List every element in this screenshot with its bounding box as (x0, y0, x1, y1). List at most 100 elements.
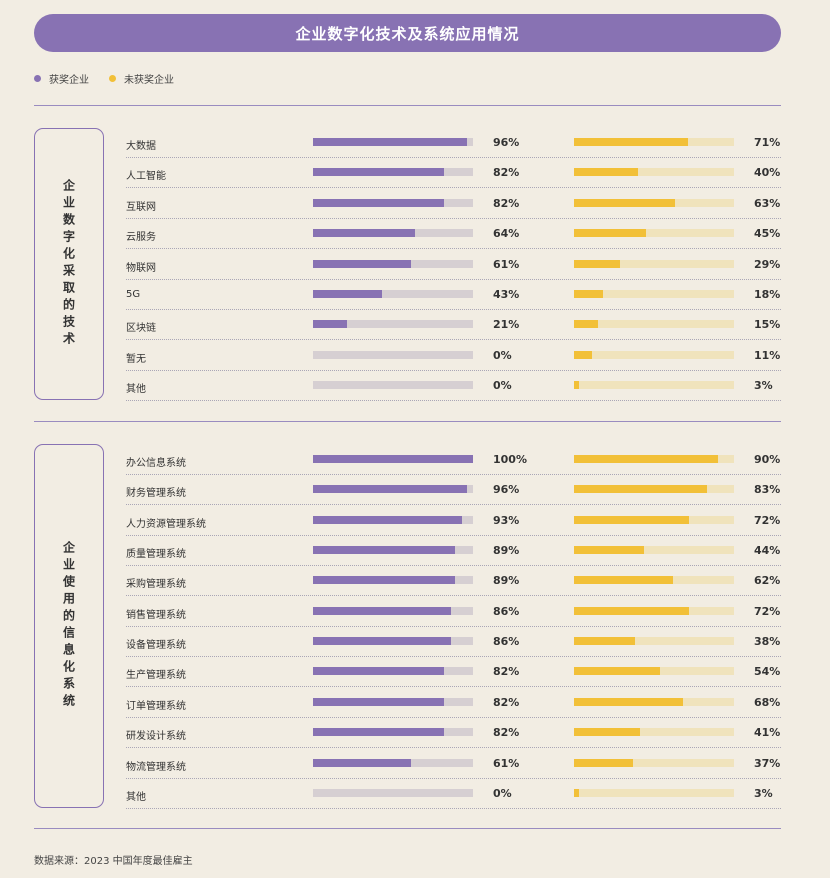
bar-row: 互联网 82% 63% (126, 189, 781, 219)
bar-track-non-award (574, 606, 734, 615)
row-separator (126, 369, 781, 371)
bar-track-non-award (574, 290, 734, 298)
bar-track-award (313, 788, 473, 797)
bar-row: 区块链 21% 15% (126, 310, 781, 341)
bar-non-award (574, 168, 638, 177)
category-label: 财务管理系统 (126, 488, 186, 500)
value-label-award: 82% (493, 196, 520, 210)
category-label: 云服务 (126, 232, 156, 244)
category-label: 销售管理系统 (126, 609, 186, 621)
value-label-non-award: 90% (754, 453, 781, 466)
bar-non-award (574, 485, 707, 494)
category-label: 人力资源管理系统 (126, 518, 206, 530)
legend-swatch-non-award (109, 74, 116, 82)
row-separator (126, 474, 781, 475)
bar-track-non-award (574, 138, 734, 146)
bar-non-award (574, 637, 635, 646)
bar-track-non-award (574, 788, 734, 797)
value-label-non-award: 11% (754, 348, 781, 362)
category-label: 设备管理系统 (126, 640, 186, 652)
section-box-systems: 企业使用的信息化系统 (34, 444, 104, 808)
bar-track-award (313, 455, 473, 463)
bar-award (313, 198, 445, 207)
row-separator (126, 534, 781, 536)
value-label-award: 21% (493, 318, 520, 332)
bar-track-award (313, 697, 473, 706)
value-label-award: 93% (493, 513, 520, 527)
value-label-non-award: 83% (754, 483, 781, 497)
bar-row: 销售管理系统 86% 72% (126, 597, 781, 627)
divider-middle (34, 421, 781, 422)
legend-label-non-award: 未获奖企业 (124, 74, 174, 86)
section-box-technology: 企业数字化采取的技术 (34, 128, 104, 400)
value-label-award: 82% (493, 166, 520, 180)
row-separator (126, 777, 781, 779)
value-label-non-award: 72% (754, 604, 781, 618)
bar-track-award (313, 667, 473, 676)
divider-bottom (34, 828, 781, 829)
bar-award (313, 546, 456, 555)
value-label-award: 86% (493, 635, 520, 649)
bar-track-non-award (574, 168, 734, 177)
legend: 获奖企业 未获奖企业 (34, 70, 194, 86)
value-label-non-award: 3% (754, 379, 773, 393)
value-label-non-award: 41% (754, 726, 781, 740)
category-label: 暂无 (126, 353, 146, 365)
bar-row: 其他 0% 3% (126, 779, 781, 809)
value-label-non-award: 45% (754, 227, 781, 241)
bar-non-award (574, 138, 688, 146)
category-label: 研发设计系统 (126, 731, 186, 743)
bar-non-award (574, 259, 621, 268)
value-label-non-award: 72% (754, 513, 781, 527)
bar-track-non-award (574, 758, 734, 767)
row-separator (126, 716, 781, 718)
bar-track-non-award (574, 455, 734, 463)
bar-row: 5G 43% 18% (126, 280, 781, 310)
row-separator (126, 656, 781, 658)
bar-track-non-award (574, 381, 734, 390)
section-label-systems: 企业使用的信息化系统 (61, 541, 76, 711)
value-label-award: 89% (493, 574, 520, 588)
bar-award (313, 320, 347, 329)
value-label-non-award: 3% (754, 786, 773, 800)
bar-non-award (574, 229, 646, 238)
bar-track-non-award (574, 546, 734, 555)
bar-non-award (574, 788, 579, 797)
category-label: 物联网 (126, 262, 156, 274)
bar-track-award (313, 637, 473, 646)
bar-track-award (313, 546, 473, 555)
bar-non-award (574, 455, 718, 463)
bar-award (313, 259, 411, 268)
bar-track-non-award (574, 697, 734, 706)
bar-award (313, 290, 382, 298)
category-label: 人工智能 (126, 171, 166, 183)
bar-row: 财务管理系统 96% 83% (126, 475, 781, 506)
legend-item-award: 获奖企业 (34, 71, 89, 86)
bar-row: 研发设计系统 82% 41% (126, 718, 781, 749)
bar-track-non-award (574, 229, 734, 238)
row-separator (126, 504, 781, 506)
bar-track-non-award (574, 667, 734, 676)
bar-track-award (313, 198, 473, 207)
row-separator (126, 278, 781, 280)
bar-track-award (313, 606, 473, 615)
value-label-non-award: 40% (754, 166, 781, 180)
value-label-non-award: 71% (754, 136, 781, 149)
bar-award (313, 229, 416, 238)
section-label-technology: 企业数字化采取的技术 (61, 179, 76, 349)
value-label-award: 82% (493, 665, 520, 679)
bar-row: 办公信息系统 100% 90% (126, 445, 781, 475)
value-label-non-award: 18% (754, 288, 781, 301)
value-label-non-award: 29% (754, 257, 781, 271)
bar-non-award (574, 290, 603, 298)
bar-non-award (574, 515, 690, 524)
bar-award (313, 168, 445, 177)
bar-award (313, 138, 467, 146)
bar-row: 暂无 0% 11% (126, 341, 781, 371)
bar-non-award (574, 728, 640, 737)
value-label-non-award: 68% (754, 695, 781, 709)
bar-non-award (574, 576, 674, 585)
bar-non-award (574, 198, 675, 207)
value-label-award: 86% (493, 604, 520, 618)
value-label-award: 0% (493, 786, 512, 800)
